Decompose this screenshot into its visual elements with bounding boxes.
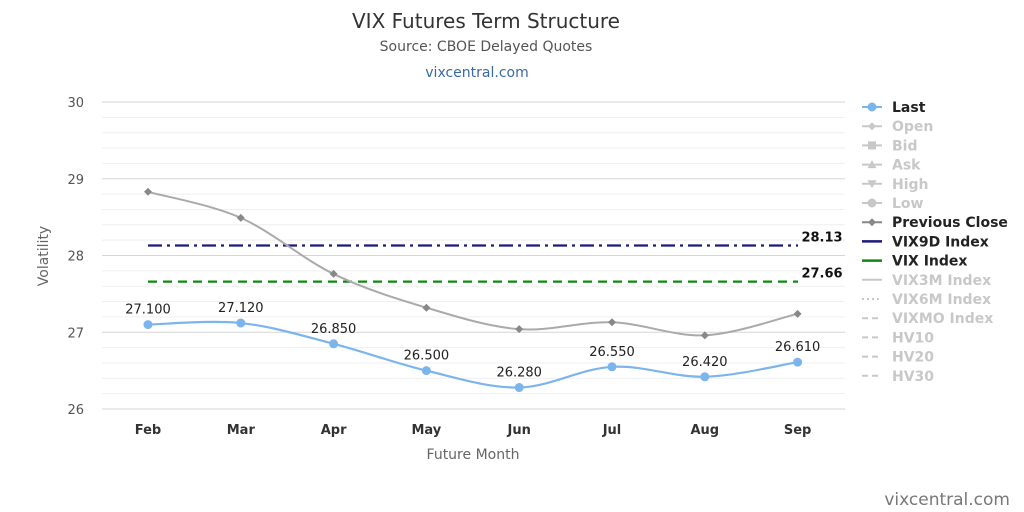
previous-close-point[interactable] <box>329 269 338 278</box>
chart-title: VIX Futures Term Structure <box>352 9 620 33</box>
credit-text[interactable]: vixcentral.com <box>884 490 1010 510</box>
legend-item-vix9d-index[interactable]: VIX9D Index <box>862 234 989 250</box>
legend-label: Low <box>892 196 924 212</box>
legend-item-hv20[interactable]: HV20 <box>862 350 934 366</box>
legend-label: Ask <box>892 158 921 174</box>
previous-close-point[interactable] <box>422 303 431 312</box>
previous-close-point[interactable] <box>515 325 524 334</box>
last-point[interactable] <box>236 318 246 328</box>
series-line-previous-close <box>147 190 798 337</box>
previous-close-point[interactable] <box>700 331 709 340</box>
x-tick-label: Jul <box>602 423 622 438</box>
legend-marker <box>867 102 877 112</box>
data-label: 27.100 <box>125 303 171 318</box>
y-tick-label: 28 <box>67 250 84 265</box>
y-tick-label: 26 <box>67 403 84 418</box>
legend-marker <box>867 160 877 169</box>
legend-item-low[interactable]: Low <box>862 196 924 212</box>
legend-marker <box>867 198 877 208</box>
series-group <box>143 187 803 393</box>
data-labels: 27.100 27.120 26.850 26.500 26.280 26.550 26.4… <box>125 301 820 380</box>
y-tick-label: 29 <box>67 173 84 188</box>
legend-item-last[interactable]: Last <box>862 100 926 116</box>
data-label: 26.850 <box>311 322 357 337</box>
x-tick-label: Aug <box>690 423 719 438</box>
x-tick-label: May <box>412 423 442 438</box>
legend: Last Open Bid Ask High Low Previous Close VIX9D… <box>862 100 1008 385</box>
previous-close-point[interactable] <box>793 309 802 318</box>
legend-label: VIX6M Index <box>892 292 991 308</box>
last-point[interactable] <box>607 362 617 372</box>
chart-subtitle: Source: CBOE Delayed Quotes <box>380 39 593 55</box>
last-point[interactable] <box>793 357 803 367</box>
legend-item-vix3m-index[interactable]: VIX3M Index <box>862 273 991 289</box>
legend-marker <box>868 141 876 150</box>
x-tick-label: Apr <box>321 423 347 438</box>
legend-item-vixmo-index[interactable]: VIXMO Index <box>862 311 993 327</box>
y-tick-label: 27 <box>67 326 84 341</box>
legend-marker <box>867 180 877 189</box>
legend-label: VIX Index <box>892 254 967 270</box>
reference-line-label: 27.66 <box>801 267 842 282</box>
legend-item-open[interactable]: Open <box>862 119 933 135</box>
legend-marker <box>868 122 876 131</box>
previous-close-point[interactable] <box>236 213 245 222</box>
last-point[interactable] <box>700 372 710 382</box>
legend-label: HV30 <box>892 369 934 385</box>
legend-label: VIXMO Index <box>892 311 993 327</box>
legend-label: Open <box>892 119 933 135</box>
legend-item-previous-close[interactable]: Previous Close <box>862 215 1008 231</box>
legend-item-hv30[interactable]: HV30 <box>862 369 934 385</box>
data-label: 26.280 <box>496 366 542 381</box>
legend-label: VIX9D Index <box>892 234 989 250</box>
x-tick-label: Feb <box>135 423 161 438</box>
x-axis-ticks: Feb Mar Apr May Jun Jul Aug Sep <box>135 423 812 438</box>
legend-item-bid[interactable]: Bid <box>862 138 918 154</box>
legend-item-vix-index[interactable]: VIX Index <box>862 254 967 270</box>
series-line-last <box>147 320 798 389</box>
legend-label: HV20 <box>892 350 934 366</box>
data-label: 26.610 <box>775 340 821 355</box>
last-point[interactable] <box>514 383 524 393</box>
data-label: 27.120 <box>218 301 264 316</box>
legend-item-hv10[interactable]: HV10 <box>862 330 934 346</box>
x-axis-title: Future Month <box>427 447 520 463</box>
data-label: 26.500 <box>404 349 450 364</box>
x-tick-label: Jun <box>507 423 531 438</box>
legend-label: HV10 <box>892 330 934 346</box>
legend-item-high[interactable]: High <box>862 177 929 193</box>
legend-marker <box>868 218 876 227</box>
grid-lines <box>102 101 845 410</box>
legend-item-vix6m-index[interactable]: VIX6M Index <box>862 292 991 308</box>
legend-item-ask[interactable]: Ask <box>862 158 921 174</box>
last-point[interactable] <box>421 366 431 376</box>
source-link[interactable]: vixcentral.com <box>425 65 528 81</box>
last-point[interactable] <box>143 320 153 330</box>
data-label: 26.420 <box>682 355 728 370</box>
reference-line-label: 28.13 <box>801 231 842 246</box>
x-tick-label: Sep <box>784 423 812 438</box>
legend-label: High <box>892 177 929 193</box>
x-tick-label: Mar <box>227 423 256 438</box>
legend-label: Bid <box>892 138 918 154</box>
previous-close-point[interactable] <box>608 318 616 327</box>
data-label: 26.550 <box>589 345 635 360</box>
reference-lines: 28.13 27.66 <box>148 231 843 283</box>
legend-label: Previous Close <box>892 215 1008 231</box>
y-axis-ticks: 26 27 28 29 30 <box>67 96 84 418</box>
legend-label: VIX3M Index <box>892 273 991 289</box>
previous-close-point[interactable] <box>144 187 152 196</box>
last-point[interactable] <box>329 339 339 349</box>
y-axis-title: Volatility <box>36 226 52 286</box>
y-tick-label: 30 <box>67 96 84 111</box>
legend-label: Last <box>892 100 926 116</box>
